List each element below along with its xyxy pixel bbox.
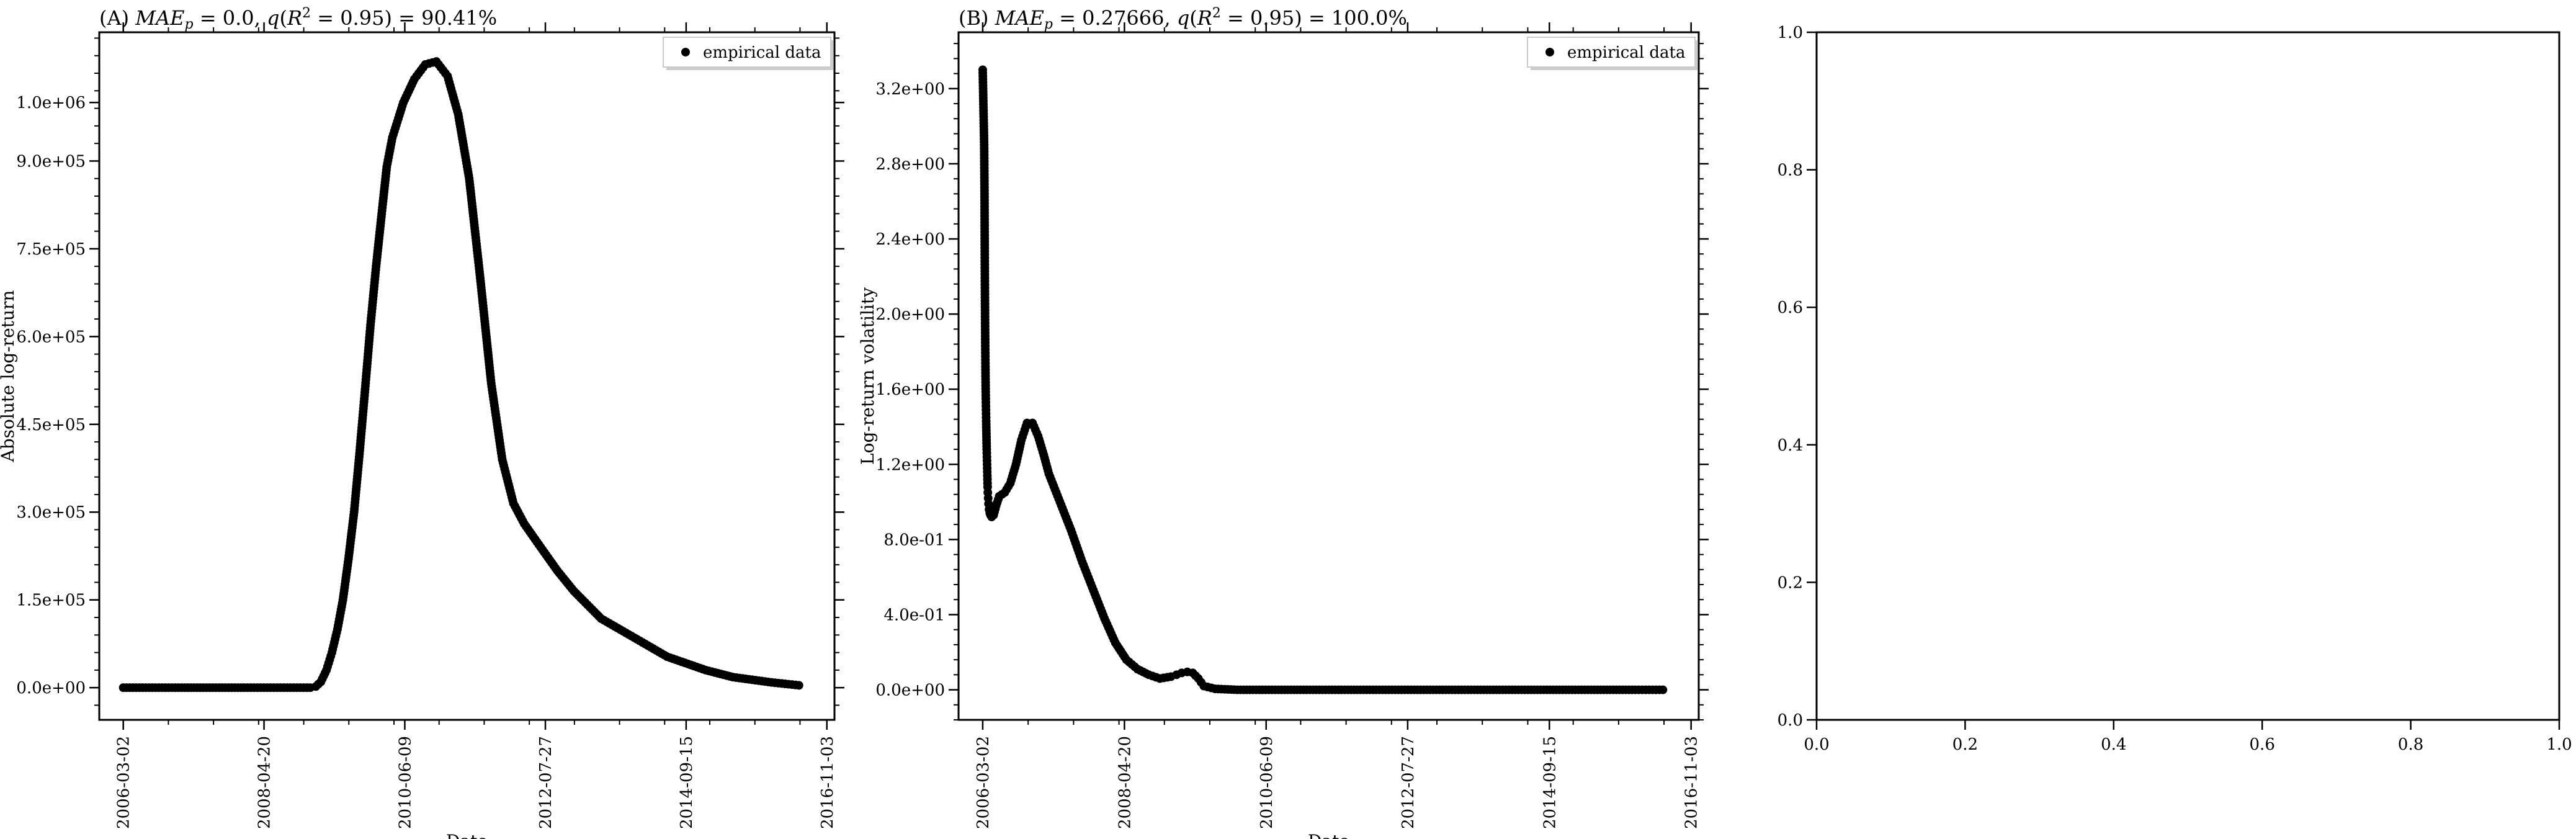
y-tick-label: 1.5e+05	[16, 591, 86, 610]
x-tick-label: 2008-04-20	[256, 736, 274, 829]
panel-b-log-return-volatility: (B) MAEp = 0.27666, q(R2 = 0.95) = 100.0…	[857, 6, 1709, 839]
legend-marker	[681, 48, 690, 56]
y-tick-label: 2.8e+00	[875, 155, 945, 174]
y-tick-label: 2.4e+00	[875, 230, 945, 249]
y-tick-label: 0.0e+00	[875, 681, 945, 700]
panel-title: (B) MAEp = 0.27666, q(R2 = 0.95) = 100.0…	[959, 6, 1407, 32]
axes-frame	[1815, 31, 2560, 721]
legend-label: empirical data	[703, 43, 821, 62]
y-tick-label: 4.0e-01	[883, 606, 945, 624]
y-tick-label: 1.0	[1778, 24, 1803, 42]
y-tick-label: 0.2	[1778, 573, 1803, 592]
panel-c-empty-axes: 0.0 0.2 0.4 0.6 0.8 1.0 0.0 0.2 0.4 0.6 0.8 1.0	[1778, 24, 2572, 754]
y-tick-label: 2.0e+00	[875, 305, 945, 324]
legend	[663, 37, 831, 68]
x-tick-label: 2008-04-20	[1116, 736, 1134, 829]
x-tick-label: 2016-11-03	[1683, 736, 1701, 829]
x-tick-label: 2014-09-15	[1541, 736, 1559, 829]
x-tick-label: 2010-06-09	[396, 736, 414, 829]
x-tick-label: 0.8	[2398, 735, 2423, 754]
legend-marker	[1545, 48, 1554, 56]
panel-a-absolute-log-return: (A) MAEp = 0.0, q(R2 = 0.95) = 90.41% 0.0…	[0, 6, 844, 839]
legend-label: empirical data	[1567, 43, 1685, 62]
y-tick-label: 0.0	[1778, 711, 1803, 730]
y-tick-label: 0.4	[1778, 436, 1803, 455]
x-tick-label: 1.0	[2546, 735, 2572, 754]
x-axis-label: Date	[1308, 831, 1349, 839]
x-tick-label: 0.6	[2250, 735, 2275, 754]
axes-frame	[957, 31, 1700, 721]
y-tick-label: 9.0e+05	[16, 152, 86, 171]
y-tick-label: 0.0e+00	[16, 679, 86, 698]
x-tick-label: 2010-06-09	[1258, 736, 1276, 829]
panel-title: (A) MAEp = 0.0, q(R2 = 0.95) = 90.41%	[99, 6, 497, 32]
legend	[1527, 37, 1696, 68]
x-tick-label: 2012-07-27	[1399, 736, 1418, 829]
series-empirical-data	[978, 65, 1668, 694]
x-axis-label: Date	[446, 831, 488, 839]
x-tick-label: 0.0	[1804, 735, 1829, 754]
y-axis-label: Log-return volatility	[857, 287, 878, 465]
data-point	[1658, 685, 1668, 694]
x-tick-label: 2006-03-02	[115, 736, 133, 829]
y-tick-label: 8.0e-01	[883, 531, 945, 549]
y-tick-label: 7.5e+05	[16, 240, 86, 259]
y-tick-label: 0.8	[1778, 161, 1803, 180]
y-tick-label: 6.0e+05	[16, 328, 86, 346]
x-tick-label: 2016-11-03	[818, 736, 837, 829]
axes-frame	[98, 31, 836, 721]
x-tick-label: 2006-03-02	[974, 736, 993, 829]
y-tick-label: 1.6e+00	[875, 380, 945, 399]
x-tick-label: 2014-09-15	[678, 736, 696, 829]
y-axis-label: Absolute log-return	[0, 290, 18, 463]
y-tick-label: 4.5e+05	[16, 416, 86, 434]
series-empirical-data	[119, 57, 803, 693]
x-tick-label: 2012-07-27	[537, 736, 555, 829]
y-tick-label: 0.6	[1778, 298, 1803, 317]
y-tick-label: 3.2e+00	[875, 80, 945, 99]
x-tick-label: 0.2	[1952, 735, 1978, 754]
data-point	[794, 681, 803, 690]
x-tick-label: 0.4	[2101, 735, 2126, 754]
y-tick-label: 1.2e+00	[875, 455, 945, 474]
y-tick-label: 1.0e+06	[16, 94, 86, 112]
y-tick-label: 3.0e+05	[16, 503, 86, 522]
